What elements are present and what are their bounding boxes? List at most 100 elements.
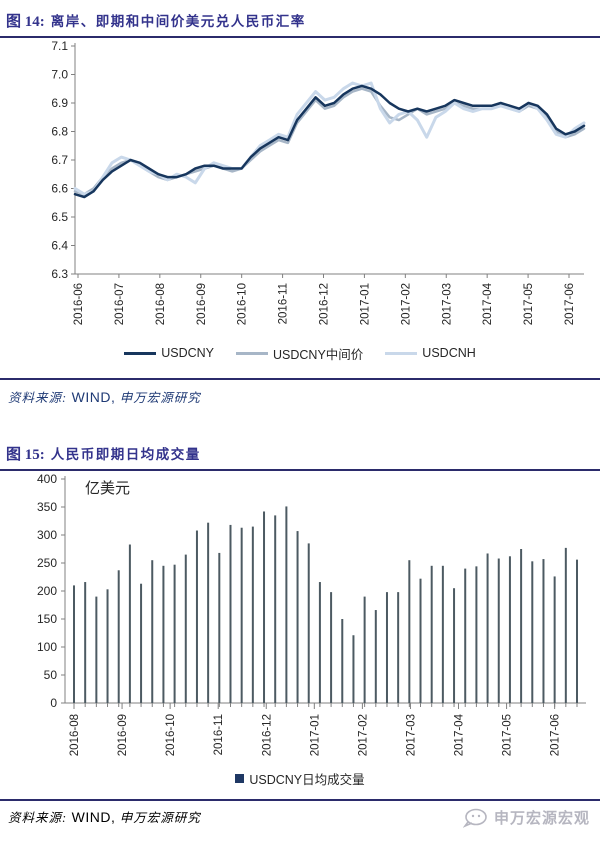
legend-label: USDCNY中间价 <box>273 347 364 362</box>
page-footer: 资料来源: WIND, 申万宏源研究 申万宏源宏观 <box>0 799 600 828</box>
series-line-0 <box>73 84 586 199</box>
x-tick-label: 2017-03 <box>441 283 453 325</box>
legend-label: USDCNY日均成交量 <box>249 772 365 787</box>
bar <box>408 560 411 703</box>
x-tick-label: 2016-06 <box>73 283 85 325</box>
x-tick-label: 2017-02 <box>400 283 412 325</box>
figure15-source: 资料来源: WIND, 申万宏源研究 <box>8 807 201 827</box>
y-tick-label: 150 <box>37 612 57 626</box>
x-tick-label: 2017-04 <box>454 713 466 756</box>
figure15-header: 图 15: 人民币即期日均成交量 <box>0 439 600 471</box>
bar <box>352 635 355 703</box>
source-rest: 申万宏源研究 <box>119 811 201 825</box>
bar-chart-legend: USDCNY日均成交量 <box>0 767 600 789</box>
bar <box>542 559 545 703</box>
x-tick-label: 2017-03 <box>405 714 417 756</box>
bar <box>508 556 511 703</box>
bar <box>520 549 523 703</box>
y-tick-label: 6.7 <box>51 153 68 167</box>
bar <box>576 559 578 703</box>
bar <box>173 564 176 703</box>
figure15-number: 图 15: <box>6 447 45 463</box>
watermark: 申万宏源宏观 <box>462 807 590 828</box>
bar <box>318 582 321 703</box>
figure14-number: 图 14: <box>6 14 45 30</box>
x-tick-label: 2017-05 <box>502 714 514 756</box>
x-tick-label: 2017-01 <box>309 714 321 756</box>
figure14-header: 图 14: 离岸、即期和中间价美元兑人民币汇率 <box>0 6 600 38</box>
legend-entry: USDCNY <box>124 346 214 360</box>
bar <box>106 589 109 703</box>
watermark-text: 申万宏源宏观 <box>493 811 590 827</box>
bar <box>229 524 232 703</box>
bar <box>151 560 154 703</box>
y-tick-label: 6.8 <box>51 125 68 139</box>
y-tick-label: 6.4 <box>51 239 68 253</box>
x-tick-label: 2017-04 <box>482 282 494 325</box>
x-tick-label: 2016-07 <box>114 283 126 325</box>
x-tick-label: 2016-11 <box>213 714 225 755</box>
x-tick-label: 2016-09 <box>196 283 208 325</box>
x-tick-label: 2016-12 <box>319 283 331 325</box>
bar <box>162 565 165 703</box>
bar <box>84 582 87 703</box>
x-tick-label: 2017-02 <box>357 714 369 756</box>
x-tick-label: 2016-09 <box>117 714 129 756</box>
y-tick-label: 250 <box>37 556 57 570</box>
legend-label: USDCNY <box>161 346 214 360</box>
source-label: 资料来源: <box>8 391 68 405</box>
bar <box>564 547 567 703</box>
y-tick-label: 6.6 <box>51 182 68 196</box>
bar <box>453 588 456 703</box>
bar <box>307 543 310 703</box>
unit-label: 亿美元 <box>85 480 130 497</box>
x-tick-label: 2016-08 <box>155 283 167 325</box>
bar <box>117 570 120 703</box>
source-rest: 申万宏源研究 <box>119 391 201 405</box>
x-tick-label: 2016-08 <box>69 714 81 756</box>
bar <box>464 568 467 703</box>
legend-entry: USDCNH <box>385 346 476 360</box>
volume-bar-chart: 400 350 300 250 200 150 100 50 0 亿美元 2016-08 2016-0… <box>37 472 586 756</box>
y-tick-label: 0 <box>50 696 57 710</box>
series-line-2 <box>73 81 586 196</box>
bar <box>419 578 422 703</box>
legend-label: USDCNH <box>422 346 476 360</box>
bar <box>95 596 98 703</box>
x-tick-label: 2017-05 <box>523 283 535 325</box>
bar <box>531 561 534 703</box>
x-tick-label: 2016-10 <box>237 283 249 325</box>
y-tick-label: 100 <box>37 640 57 654</box>
y-tick-label: 6.9 <box>51 96 68 110</box>
bar <box>553 576 556 703</box>
bar <box>240 527 243 703</box>
bar <box>140 583 143 703</box>
watermark-logo-icon <box>462 808 487 828</box>
y-tick-label: 7.1 <box>51 39 68 53</box>
bar <box>207 522 210 703</box>
bar <box>73 585 75 703</box>
x-tick-label: 2017-06 <box>550 714 562 756</box>
bar <box>218 552 221 703</box>
x-tick-label: 2016-10 <box>165 714 177 756</box>
bar <box>341 619 344 703</box>
bar <box>385 592 388 703</box>
legend-line-swatch <box>236 351 268 355</box>
legend-entry: USDCNY日均成交量 <box>235 769 365 788</box>
section-spacer <box>0 419 600 439</box>
source-label: 资料来源: <box>8 811 68 825</box>
figure14-title: 离岸、即期和中间价美元兑人民币汇率 <box>50 14 306 29</box>
legend-line-swatch <box>124 351 157 355</box>
bar <box>374 610 377 703</box>
x-tick-label: 2016-11 <box>278 283 290 324</box>
bar <box>263 511 266 703</box>
fx-line-chart: 7.1 7.0 6.9 6.8 6.7 6.6 6.5 6.4 6.3 2016-06 2016-0… <box>51 39 586 325</box>
bar <box>195 530 198 703</box>
y-tick-label: 350 <box>37 500 57 514</box>
bar <box>330 592 333 703</box>
bar <box>497 558 500 703</box>
x-tick-label: 2016-12 <box>261 714 273 756</box>
bar <box>274 515 277 703</box>
figure14-source: 资料来源: WIND, 申万宏源研究 <box>0 378 600 419</box>
